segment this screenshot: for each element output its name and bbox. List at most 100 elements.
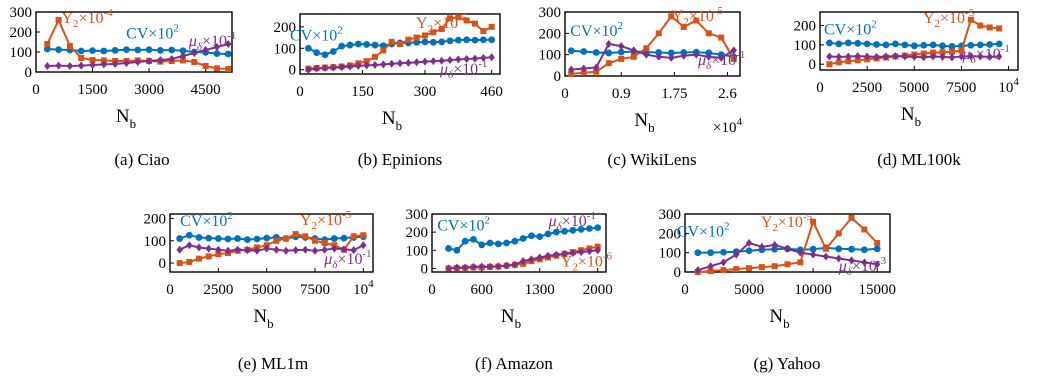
data-point-y2: [321, 240, 328, 246]
label-cv: CV×102: [570, 20, 623, 40]
x-tick-label: 104: [998, 76, 1019, 96]
data-point-mu: [157, 56, 164, 64]
data-point-mu: [568, 65, 575, 74]
data-point-cv: [488, 36, 496, 44]
y-tick-label: 0: [25, 65, 33, 81]
x-tick-label: 5000: [734, 282, 764, 298]
data-point-y2: [438, 26, 445, 32]
x-tick-label: 3000: [134, 82, 164, 98]
x-tick-label: 5000: [899, 80, 929, 96]
y-tick-label: 200: [794, 19, 817, 35]
data-point-mu: [593, 63, 600, 72]
data-point-mu: [224, 246, 232, 255]
data-point-y2: [854, 57, 861, 64]
data-point-mu: [355, 61, 362, 70]
y-tick-label: 300: [10, 5, 33, 21]
data-point-cv: [463, 36, 471, 44]
data-point-cv: [835, 40, 843, 48]
caption: (g) Yahoo: [753, 354, 820, 373]
data-point-mu: [771, 240, 778, 249]
data-point-y2: [848, 214, 855, 221]
label-cv: CV×102: [677, 220, 730, 240]
data-point-cv: [694, 249, 702, 257]
data-point-mu: [986, 52, 993, 61]
data-point-cv: [354, 40, 362, 48]
caption: (a) Ciao: [114, 150, 169, 169]
data-point-y2: [826, 61, 833, 68]
y-tick-label: 0: [554, 69, 562, 85]
data-point-cv: [901, 41, 909, 49]
data-point-cv: [100, 47, 108, 55]
x-tick-label: 0: [166, 282, 174, 298]
data-point-mu: [655, 52, 662, 61]
data-point-cv: [503, 239, 510, 247]
data-point-mu: [920, 53, 927, 62]
data-point-mu: [273, 245, 280, 254]
data-point-cv: [544, 230, 552, 238]
data-point-cv: [594, 224, 602, 231]
data-point-cv: [224, 235, 232, 243]
x-tick-label: 0: [32, 82, 40, 98]
data-point-cv: [892, 40, 899, 48]
data-point-cv: [605, 49, 613, 57]
data-point-mu: [873, 52, 880, 61]
data-point-y2: [977, 22, 984, 29]
data-point-y2: [939, 49, 946, 56]
data-point-mu: [733, 250, 740, 259]
data-point-cv: [313, 49, 321, 56]
caption: (f) Amazon: [475, 354, 553, 373]
data-point-cv: [948, 43, 956, 50]
x-tick-label: 2500: [203, 282, 233, 298]
data-point-cv: [967, 41, 975, 49]
data-point-cv: [176, 235, 184, 242]
data-point-cv: [445, 245, 452, 252]
data-point-mu: [123, 59, 130, 67]
data-point-mu: [826, 52, 833, 61]
data-point-cv: [123, 46, 130, 53]
data-point-cv: [580, 48, 588, 55]
data-point-mu: [848, 256, 855, 265]
y-tick-label: 100: [659, 246, 682, 262]
x-tick-label: 2500: [852, 80, 882, 96]
data-point-mu: [977, 52, 984, 61]
data-point-y2: [430, 29, 437, 36]
y-tick-label: 0: [421, 261, 429, 277]
data-point-mu: [561, 249, 568, 258]
data-point-y2: [822, 245, 829, 252]
data-point-y2: [273, 237, 280, 244]
data-point-mu: [330, 63, 337, 72]
y-tick-label: 200: [274, 20, 297, 36]
data-point-mu: [461, 263, 469, 272]
data-point-y2: [861, 226, 868, 233]
x-tick-label: 1300: [525, 282, 555, 298]
x-axis-label: Nb: [116, 106, 136, 131]
data-point-y2: [705, 30, 712, 37]
data-point-mu: [630, 46, 637, 55]
data-point-mu: [471, 54, 479, 63]
data-point-mu: [536, 253, 543, 262]
data-point-mu: [338, 63, 345, 72]
data-point-mu: [225, 40, 232, 48]
data-point-mu: [253, 246, 261, 255]
axes-box: [431, 213, 607, 273]
data-point-y2: [643, 45, 650, 52]
data-point-cv: [446, 37, 454, 45]
data-point-mu: [360, 241, 367, 250]
data-point-mu: [292, 246, 299, 255]
x-tick-label: 150: [351, 84, 374, 100]
data-point-mu: [694, 266, 702, 275]
x-tick-label: 2.6: [718, 86, 737, 102]
data-point-y2: [480, 28, 487, 35]
data-point-cv: [363, 41, 371, 48]
data-point-cv: [567, 47, 575, 55]
data-point-cv: [771, 245, 779, 253]
axes-box: [564, 11, 741, 77]
data-point-mu: [396, 59, 404, 68]
data-point-mu: [911, 52, 918, 61]
data-point-cv: [552, 228, 560, 236]
label-y2: Y2×10-5: [416, 12, 468, 35]
label-y2: Y2×10-5: [761, 211, 813, 234]
data-point-cv: [863, 40, 871, 48]
label-mu: μδ×10-1: [697, 49, 745, 72]
